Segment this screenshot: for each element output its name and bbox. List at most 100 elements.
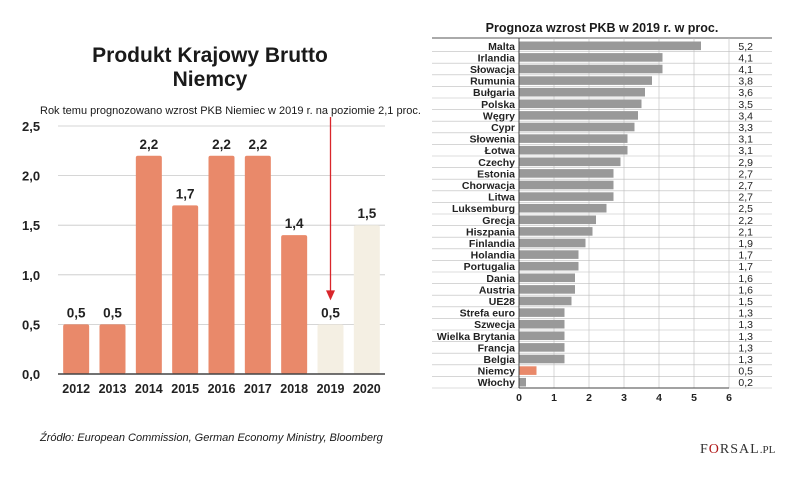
value-label: 2,2 [738,215,753,227]
value-label: 1,3 [738,354,753,366]
bar-Polska [519,99,642,109]
category-label: Dania [486,273,515,285]
value-label: 3,1 [738,145,753,157]
category-label: Cypr [491,122,515,134]
value-label: 2,5 [738,203,753,215]
category-label: UE28 [489,296,515,308]
bar-Włochy [519,377,526,387]
bar-Francja [519,343,565,352]
value-label: 0,5 [738,366,753,378]
bar-2012 [63,324,90,374]
category-label: Chorwacja [462,180,515,192]
bar-value-label: 1,4 [285,216,304,231]
x-tick-label: 2014 [135,382,163,396]
value-label: 1,6 [738,273,753,285]
value-label: 3,5 [738,99,753,111]
value-label: 2,7 [738,180,753,192]
bar-Grecja [519,215,596,225]
category-label: Słowenia [469,134,515,146]
eu-gdp-forecast-bar-chart: Malta 5,2 Irlandia 4,1 Słowacja 4,1 Rumunia 3,8… [432,37,772,404]
left-chart-annotation: Rok temu prognozowano wzrost PKB Niemiec… [40,105,421,117]
value-label: 4,1 [738,52,753,64]
value-label: 3,8 [738,76,753,88]
x-tick-label: 0 [516,392,522,404]
bar-Hiszpania [519,227,593,236]
bar-Portugalia [519,261,579,271]
x-tick-label: 2016 [208,382,236,396]
value-label: 3,6 [738,87,753,99]
category-label: Grecja [482,215,515,227]
bar-Litwa [519,192,614,201]
bar-value-label: 1,7 [176,186,195,201]
x-tick-label: 2017 [244,382,272,396]
bar-Strefa euro [519,308,565,317]
bar-Łotwa [519,145,628,155]
value-label: 3,3 [738,122,753,134]
category-label: Strefa euro [460,308,515,320]
bar-Finlandia [519,238,586,248]
source-note: Źródło: European Commission, German Econ… [40,432,383,444]
category-label: Łotwa [485,145,515,157]
bar-2018 [281,235,308,374]
value-label: 1,6 [738,284,753,296]
x-tick-label: 6 [726,392,732,404]
category-label: Węgry [483,110,515,122]
forsal-logo: FORSAL.PL [700,442,776,457]
bar-Cypr [519,122,635,132]
right-chart-title: Prognoza wzrost PKB w 2019 r. w proc. [485,21,719,35]
x-tick-label: 2012 [62,382,90,396]
bar-2013 [99,324,126,374]
value-label: 1,7 [738,261,753,273]
x-tick-label: 2019 [317,382,345,396]
gdp-germany-bar-chart: 0,0 0,5 1,0 1,5 2,0 2,5 0,5 2012 0,5 2013 2,2 2014 1… [22,117,385,396]
category-label: Irlandia [478,52,516,64]
bar-Rumunia [519,76,652,85]
category-label: Polska [481,99,515,111]
bar-UE28 [519,296,572,306]
value-label: 2,1 [738,226,753,238]
x-tick-label: 5 [691,392,697,404]
bar-value-label: 2,2 [212,137,231,152]
value-label: 1,7 [738,250,753,262]
x-tick-label: 1 [551,392,557,404]
category-label: Luksemburg [452,203,515,215]
bar-2019 [317,324,344,374]
y-tick-label: 2,5 [22,119,40,134]
bar-Luksemburg [519,203,607,213]
bar-Wielka Brytania [519,331,565,341]
value-label: 2,9 [738,157,753,169]
x-tick-label: 3 [621,392,627,404]
bar-Holandia [519,250,579,259]
bar-value-label: 2,2 [248,137,267,152]
category-label: Słowacja [470,64,515,76]
value-label: 3,1 [738,134,753,146]
bar-Chorwacja [519,180,614,190]
forecast-arrow-head [326,290,335,301]
x-tick-label: 2020 [353,382,381,396]
category-label: Wielka Brytania [437,331,515,343]
bar-2017 [244,155,271,374]
x-tick-label: 2 [586,392,592,404]
bar-2014 [135,155,162,374]
category-label: Litwa [488,192,515,204]
category-label: Malta [488,41,515,53]
category-label: Estonia [477,168,515,180]
category-label: Bułgaria [473,87,515,99]
category-label: Francja [478,342,516,354]
category-label: Włochy [478,377,515,389]
value-label: 1,5 [738,296,753,308]
bar-Estonia [519,169,614,178]
value-label: 1,3 [738,331,753,343]
category-label: Portugalia [464,261,516,273]
category-label: Finlandia [469,238,515,250]
value-label: 1,3 [738,342,753,354]
x-tick-label: 4 [656,392,662,404]
category-label: Hiszpania [466,226,515,238]
category-label: Belgia [483,354,515,366]
x-tick-label: 2018 [280,382,308,396]
bar-Bułgaria [519,87,645,97]
bar-2016 [208,155,235,374]
bar-2020 [353,225,380,374]
bar-Szwecja [519,319,565,329]
x-tick-label: 2013 [99,382,127,396]
